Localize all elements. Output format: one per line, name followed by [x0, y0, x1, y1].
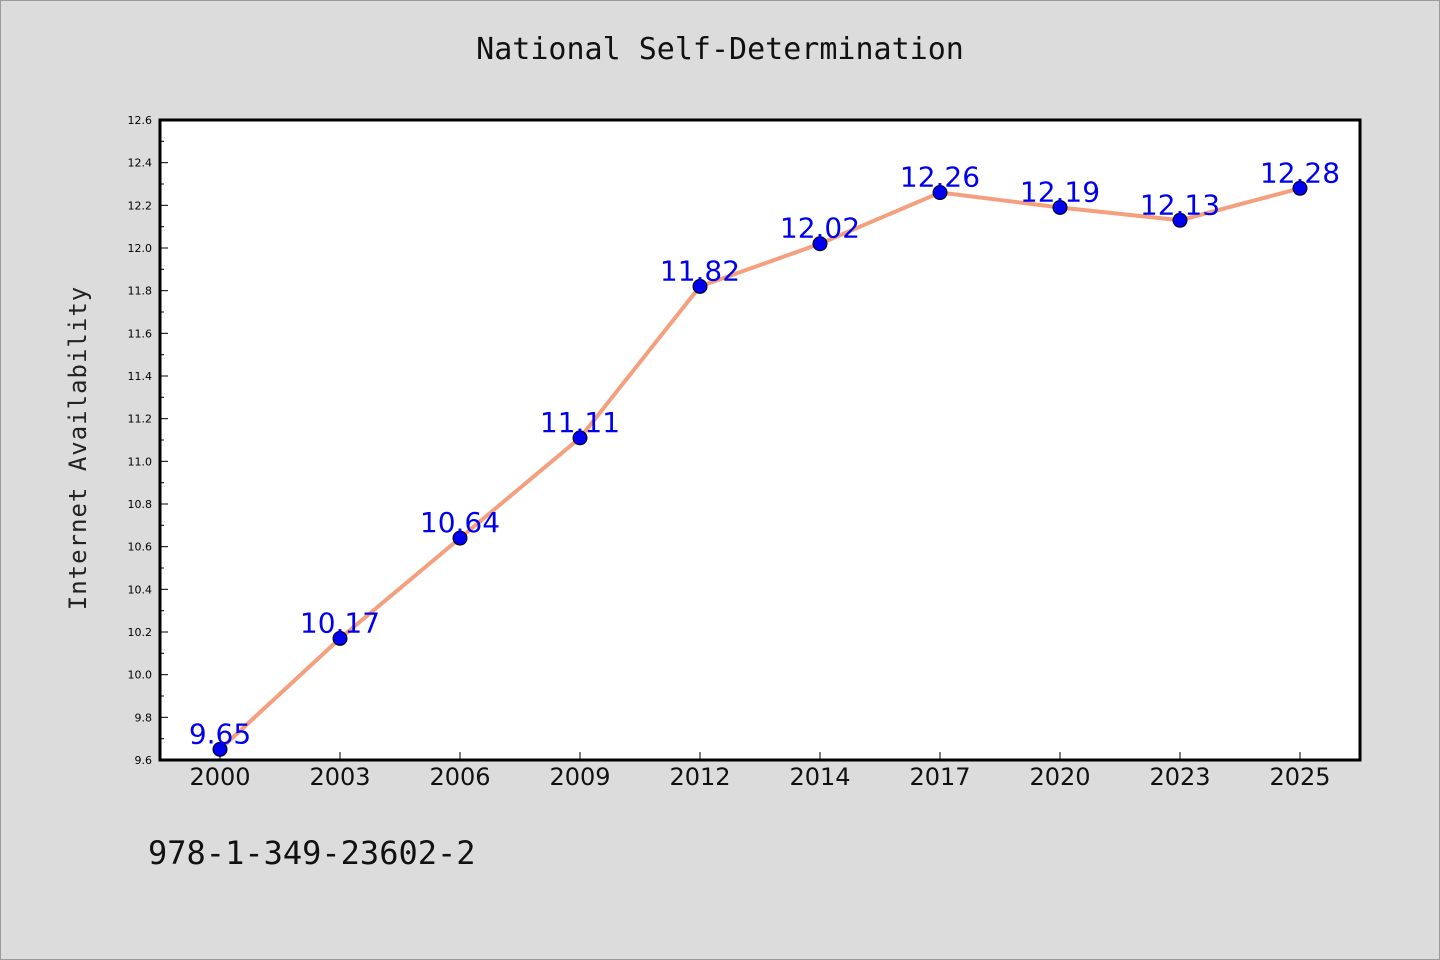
data-point	[1172, 212, 1188, 228]
data-point	[812, 236, 828, 252]
data-label: 9.65	[189, 717, 251, 750]
data-label: 12.28	[1260, 156, 1340, 189]
y-tick-label: 10.0	[128, 669, 153, 682]
x-tick-label: 2023	[1149, 763, 1210, 791]
data-point	[332, 630, 348, 646]
data-label: 12.02	[780, 212, 860, 245]
data-point	[932, 185, 948, 201]
data-point	[212, 741, 228, 757]
x-tick-label: 2009	[549, 763, 610, 791]
y-tick-label: 11.0	[128, 455, 153, 468]
data-label: 12.19	[1020, 175, 1100, 208]
y-tick-label: 9.8	[135, 711, 153, 724]
y-tick-label: 11.4	[128, 370, 153, 383]
x-tick-label: 2003	[309, 763, 370, 791]
data-point	[1052, 199, 1068, 215]
y-tick-label: 10.6	[128, 541, 153, 554]
data-point	[1292, 180, 1308, 196]
data-label: 12.13	[1140, 188, 1220, 221]
y-tick-label: 10.2	[128, 626, 153, 639]
y-tick-label: 12.2	[128, 199, 153, 212]
data-label: 11.11	[540, 406, 620, 439]
data-point	[452, 530, 468, 546]
y-axis-label: Internet Availability	[64, 286, 92, 610]
y-tick-label: 11.6	[128, 327, 153, 340]
x-tick-label: 2012	[669, 763, 730, 791]
footer-identifier: 978-1-349-23602-2	[148, 834, 476, 872]
data-point	[572, 430, 588, 446]
data-label: 10.64	[420, 506, 500, 539]
x-tick-label: 2020	[1029, 763, 1090, 791]
chart-title: National Self-Determination	[476, 32, 964, 67]
y-tick-label: 11.2	[128, 413, 153, 426]
data-point	[692, 278, 708, 294]
y-tick-label: 12.0	[128, 242, 153, 255]
x-tick-label: 2017	[909, 763, 970, 791]
x-axis: 2000 2003 2006 2009 2012 2014 2017 2020 2023 2025	[189, 752, 1331, 791]
x-tick-label: 2014	[789, 763, 850, 791]
series-line	[218, 186, 1302, 752]
y-axis: 9.6 9.8 10.0 10.2 10.4 10.6 10.8 11.0 11.2 11.4 11…	[128, 114, 168, 767]
x-tick-label: 2006	[429, 763, 490, 791]
x-tick-label: 2025	[1269, 763, 1330, 791]
plot-area	[158, 118, 1362, 762]
data-label: 12.26	[900, 161, 980, 194]
data-label: 10.17	[300, 606, 380, 639]
y-tick-label: 12.6	[128, 114, 153, 127]
x-tick-label: 2000	[189, 763, 250, 791]
y-tick-label: 9.6	[135, 754, 153, 767]
y-tick-label: 12.4	[128, 157, 153, 170]
y-tick-label: 10.8	[128, 498, 153, 511]
y-tick-label: 10.4	[128, 583, 153, 596]
data-label: 11.82	[660, 254, 740, 287]
series: 9.65 10.17 10.64 11.11 11.82 12.02 12.26 12.19 1…	[189, 156, 1340, 757]
y-tick-label: 11.8	[128, 285, 153, 298]
